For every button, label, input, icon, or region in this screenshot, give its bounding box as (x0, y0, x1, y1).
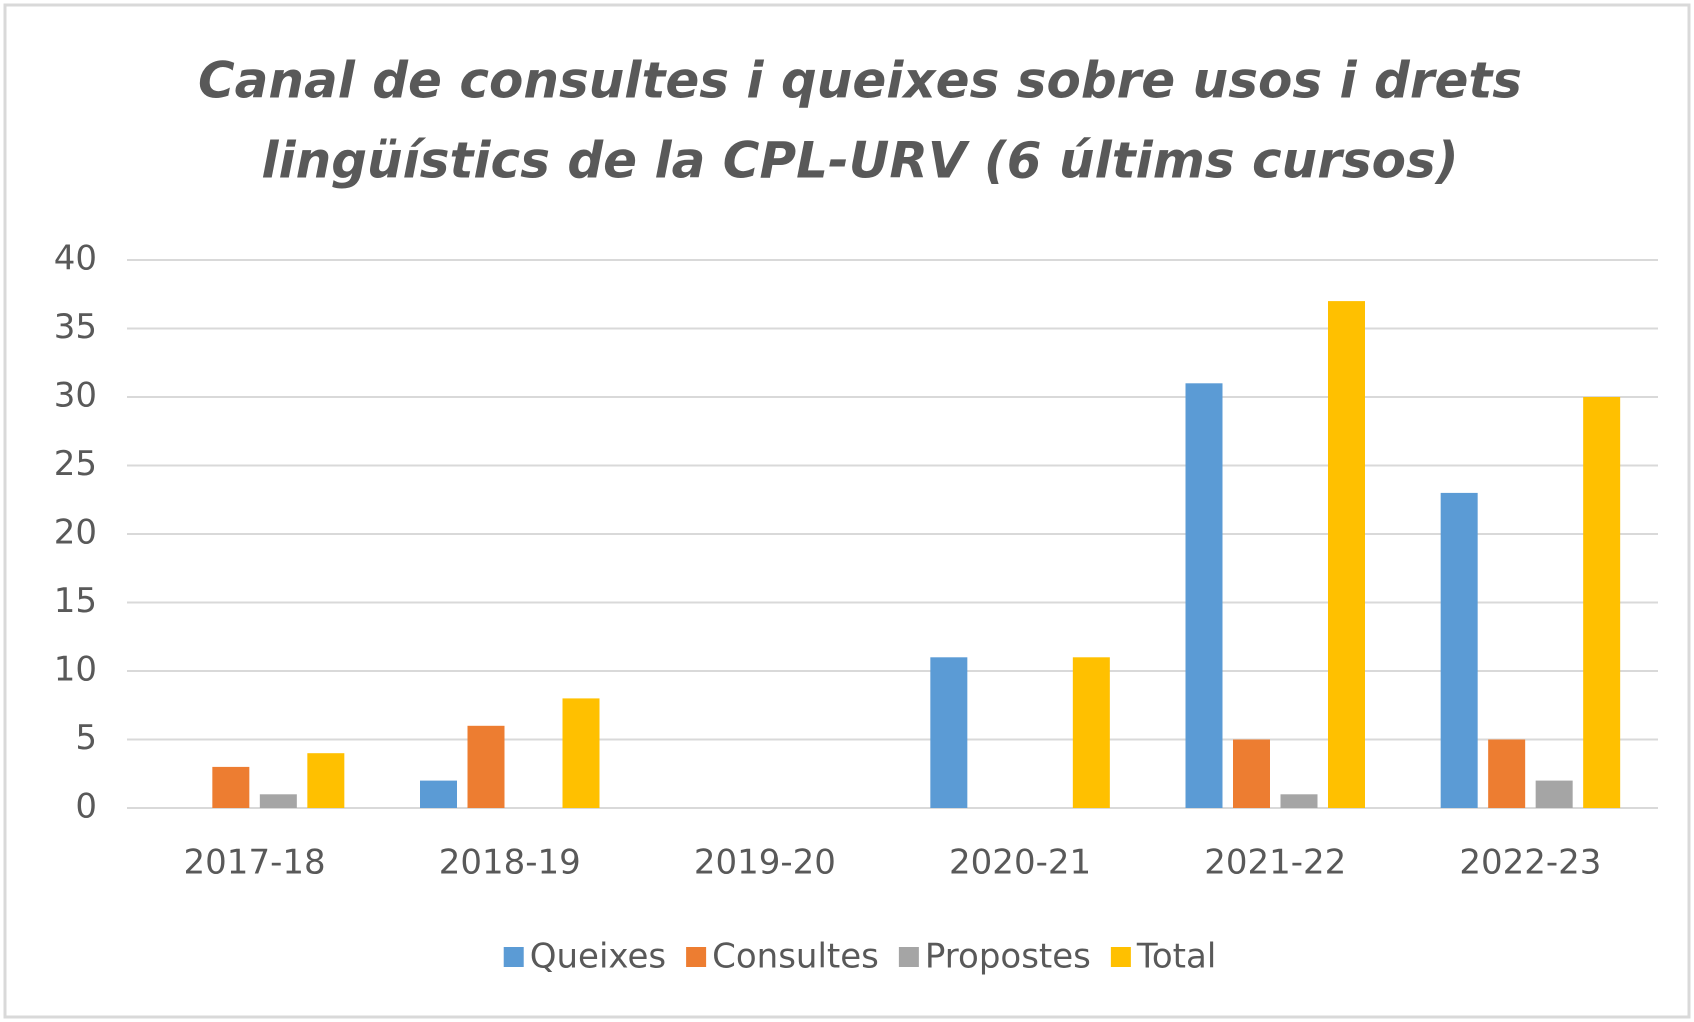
bar (307, 753, 345, 808)
bar (1185, 383, 1223, 808)
bar (1072, 657, 1110, 808)
chart-title: lingüístics de la CPL-URV (6 últims curs… (261, 132, 1458, 190)
x-tick-label: 2018-19 (439, 843, 581, 883)
y-tick-label: 15 (54, 581, 97, 621)
legend-label: Total (1136, 937, 1216, 977)
bar (1535, 780, 1573, 808)
legend-label: Consultes (712, 937, 879, 977)
legend-swatch (1110, 947, 1131, 967)
bar (930, 657, 968, 808)
bar (562, 698, 600, 808)
x-tick-label: 2021-22 (1204, 843, 1346, 883)
y-tick-label: 10 (54, 650, 97, 690)
bar (259, 794, 297, 808)
chart-title: Canal de consultes i queixes sobre usos … (198, 52, 1522, 110)
legend-label: Queixes (530, 937, 666, 977)
legend-label: Propostes (925, 937, 1091, 977)
bar (1488, 739, 1526, 808)
y-tick-label: 30 (54, 376, 97, 416)
chart-frame (3, 3, 1691, 1019)
y-tick-label: 5 (75, 718, 97, 758)
bar (1280, 794, 1318, 808)
bar (1233, 739, 1270, 808)
legend-swatch (898, 947, 919, 967)
bar (420, 780, 457, 808)
legend-swatch (503, 947, 524, 967)
y-tick-label: 25 (54, 444, 97, 484)
bar (1328, 301, 1365, 808)
y-tick-label: 20 (54, 513, 97, 553)
y-tick-label: 0 (75, 787, 97, 827)
x-tick-label: 2019-20 (694, 843, 836, 883)
x-tick-label: 2022-23 (1459, 843, 1601, 883)
bar (1583, 397, 1621, 808)
bar (212, 766, 250, 808)
y-tick-label: 40 (54, 239, 97, 279)
legend-swatch (686, 947, 707, 967)
x-tick-label: 2020-21 (949, 843, 1091, 883)
y-tick-label: 35 (54, 307, 97, 347)
bar (467, 725, 505, 808)
bar (1440, 492, 1478, 808)
x-tick-label: 2017-18 (184, 843, 326, 883)
